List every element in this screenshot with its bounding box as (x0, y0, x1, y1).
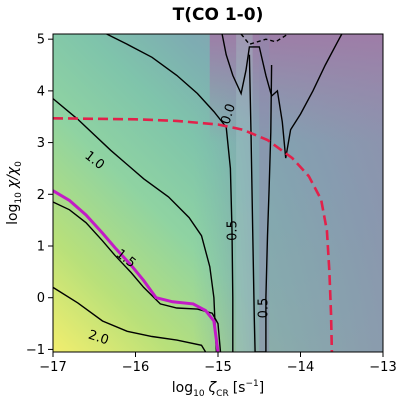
y-tick-label: 3 (37, 136, 45, 151)
x-axis-label: log10 ζCR [s−1] (172, 379, 264, 399)
contour-line (248, 54, 273, 352)
x-tick-label: −13 (369, 360, 396, 375)
contour-line (240, 34, 289, 46)
x-label-units-end: ] (259, 380, 264, 396)
x-label-units: [s (233, 380, 246, 396)
plot-area: 2.01.51.00.50.50.0 (53, 34, 383, 352)
x-tick-label: −16 (122, 360, 149, 375)
contour-line (53, 286, 207, 352)
y-tick-label: −1 (26, 343, 45, 358)
x-label-log-sub: 10 (193, 389, 205, 399)
x-label-zeta: ζ (208, 380, 218, 396)
x-axis: −17 −16 −15 −14 −13 (39, 352, 397, 375)
contour-lines (53, 34, 343, 352)
y-label-log-sub: 10 (14, 192, 24, 204)
contour-line (53, 201, 222, 352)
y-label-chi-sub: 0 (14, 161, 24, 167)
y-tick-label: 2 (37, 188, 45, 203)
heatmap-vertical-strip (236, 34, 253, 352)
y-axis-label: log10 χ/χ0 (5, 161, 24, 225)
contour-label: 0.5 (257, 298, 272, 319)
y-tick-label: 4 (37, 84, 45, 99)
highlight-contour (53, 189, 220, 352)
heatmap-top-band (209, 34, 383, 143)
y-label-chi: χ/χ (5, 166, 21, 189)
contour-line (106, 34, 234, 352)
contour-line (221, 34, 343, 159)
boundary-curve (53, 117, 334, 352)
contour-line (53, 98, 218, 352)
y-tick-label: 1 (37, 240, 45, 255)
x-tick-label: −15 (204, 360, 231, 375)
y-tick-label: 0 (37, 291, 45, 306)
y-tick-label: 5 (37, 33, 45, 48)
contour-label: 0.5 (225, 220, 240, 241)
contour-label: 2.0 (86, 328, 110, 349)
x-label-log: log (172, 380, 193, 396)
y-axis: −1 0 1 2 3 4 5 (26, 33, 53, 358)
chart-title: T(CO 1-0) (173, 5, 264, 25)
x-tick-label: −14 (287, 360, 314, 375)
x-tick-label: −17 (39, 360, 66, 375)
x-label-zeta-sub: CR (216, 389, 229, 399)
contour-label: 0.0 (218, 102, 239, 126)
y-label-log: log (5, 204, 21, 225)
x-label-units-sup: −1 (245, 379, 258, 389)
heatmap-vertical-strip (259, 34, 270, 352)
